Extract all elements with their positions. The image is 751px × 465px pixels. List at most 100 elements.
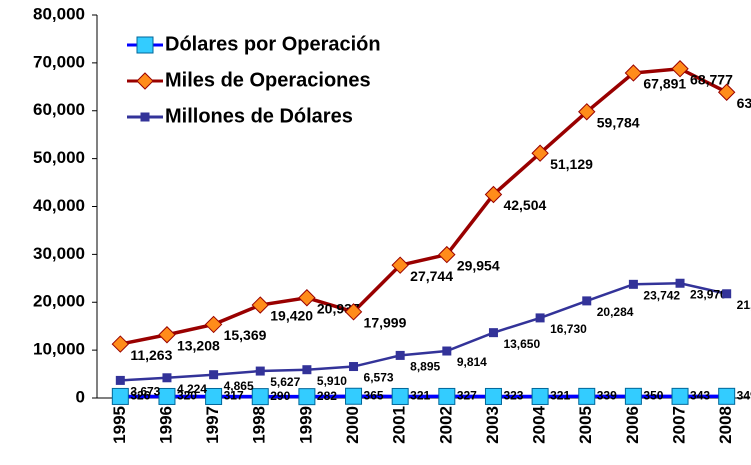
data-label: 20,284	[597, 305, 634, 319]
data-label: 59,784	[597, 114, 640, 130]
data-point	[298, 388, 316, 406]
x-tick-label: 1996	[156, 406, 175, 444]
legend-item: Miles de Operaciones	[127, 69, 371, 91]
legend-label: Millones de Dólares	[165, 105, 353, 127]
x-tick-label: 2008	[716, 406, 735, 444]
data-label: 9,814	[457, 355, 487, 369]
data-label: 349	[737, 389, 751, 403]
data-label: 21,771	[737, 298, 751, 312]
data-point	[111, 387, 129, 405]
x-tick-label: 2002	[436, 406, 455, 444]
data-point	[582, 296, 592, 306]
series-line	[120, 281, 727, 382]
legend-marker	[140, 112, 150, 122]
data-label: 320	[177, 389, 197, 403]
data-point	[484, 185, 503, 204]
y-tick-label: 10,000	[33, 340, 85, 359]
data-label: 5,910	[317, 374, 347, 388]
x-tick-label: 2004	[530, 405, 549, 443]
legend-item: Millones de Dólares	[127, 105, 353, 127]
data-label: 323	[503, 389, 523, 403]
data-point	[255, 366, 265, 376]
data-label: 5,627	[270, 375, 300, 389]
data-point	[624, 387, 642, 405]
data-label: 8,895	[410, 360, 440, 374]
data-point	[209, 370, 219, 380]
legend-label: Dólares por Operación	[165, 33, 381, 55]
data-point	[158, 387, 176, 405]
data-label: 4,224	[177, 382, 207, 396]
data-label: 15,369	[224, 327, 267, 343]
data-label: 11,263	[130, 347, 172, 363]
data-point	[162, 373, 172, 383]
data-point	[722, 289, 732, 299]
data-point	[251, 388, 269, 406]
data-point	[578, 387, 596, 405]
data-point	[438, 387, 456, 405]
legend-marker	[136, 72, 154, 90]
data-label: 317	[224, 389, 244, 403]
data-label: 339	[597, 389, 617, 403]
data-point	[349, 362, 359, 372]
data-label: 326	[130, 389, 150, 403]
data-point	[671, 60, 689, 78]
data-point	[531, 387, 549, 405]
data-point	[535, 313, 545, 323]
data-point	[624, 64, 643, 82]
data-label: 67,891	[643, 76, 686, 92]
data-point	[578, 103, 596, 121]
y-tick-label: 0	[76, 387, 85, 406]
x-tick-label: 1999	[296, 406, 315, 444]
legend-marker	[136, 36, 154, 54]
data-label: 350	[643, 388, 663, 402]
data-point	[115, 375, 125, 385]
data-point	[628, 279, 638, 289]
data-label: 327	[457, 389, 477, 403]
data-point	[718, 387, 736, 405]
data-label: 23,742	[643, 289, 680, 303]
data-point	[205, 387, 223, 405]
data-label: 6,573	[364, 371, 394, 385]
data-point	[344, 303, 363, 321]
y-tick-label: 60,000	[33, 100, 85, 119]
x-tick-label: 1997	[203, 406, 222, 444]
data-label: 13,650	[503, 337, 540, 351]
data-point	[204, 315, 223, 334]
data-label: 23,970	[690, 287, 727, 301]
data-point	[391, 387, 409, 405]
y-tick-label: 40,000	[33, 196, 85, 215]
y-tick-label: 80,000	[33, 4, 85, 23]
data-label: 27,744	[410, 268, 453, 284]
data-label: 68,777	[690, 71, 733, 87]
x-tick-label: 2007	[670, 406, 689, 444]
data-label: 4,865	[224, 379, 254, 393]
data-label: 63,866	[737, 95, 751, 111]
data-label: 17,999	[364, 315, 407, 331]
data-point	[671, 387, 689, 405]
data-label: 13,208	[177, 337, 220, 353]
x-tick-label: 2005	[576, 406, 595, 444]
data-label: 290	[270, 389, 290, 403]
series-line	[119, 66, 728, 346]
data-point	[251, 296, 269, 314]
data-label: 16,730	[550, 322, 587, 336]
data-label: 3,673	[130, 385, 160, 399]
data-point	[675, 278, 685, 288]
x-tick-label: 2006	[623, 406, 642, 444]
data-label: 321	[410, 389, 430, 403]
data-point	[395, 350, 405, 360]
y-tick-label: 30,000	[33, 244, 85, 263]
data-point	[488, 328, 498, 338]
legend-label: Miles de Operaciones	[165, 69, 371, 91]
data-label: 282	[317, 389, 337, 403]
data-point	[531, 144, 549, 162]
data-label: 51,129	[550, 156, 593, 172]
x-tick-label: 2000	[343, 406, 362, 444]
data-label: 365	[364, 388, 384, 402]
x-tick-label: 2003	[483, 406, 502, 444]
y-tick-label: 20,000	[33, 292, 85, 311]
data-point	[111, 335, 130, 353]
data-point	[391, 256, 409, 274]
data-point	[484, 387, 502, 405]
